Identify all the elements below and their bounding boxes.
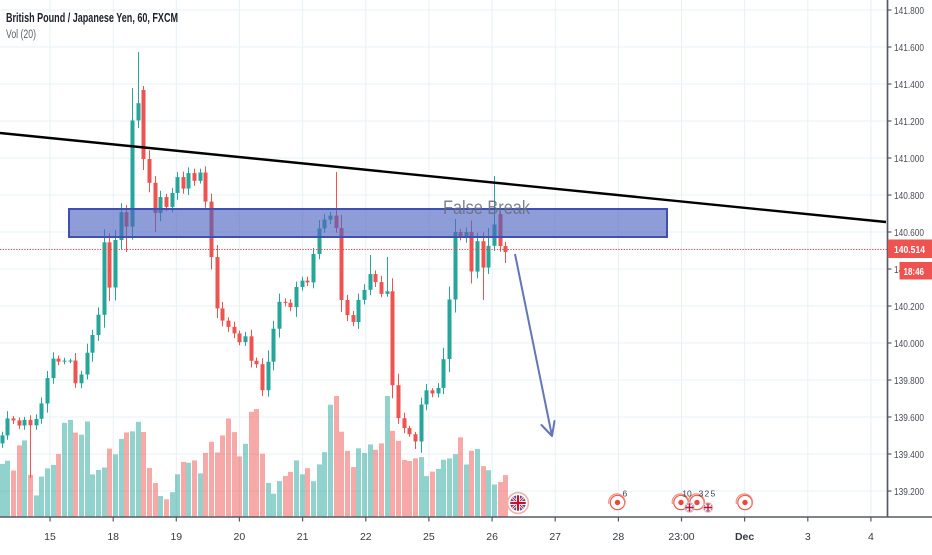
svg-text:18: 18 xyxy=(107,531,119,543)
svg-text:25: 25 xyxy=(423,531,435,543)
svg-text:141.000: 141.000 xyxy=(894,153,924,165)
svg-text:28: 28 xyxy=(613,531,625,543)
svg-text:Dec: Dec xyxy=(735,531,754,543)
svg-text:140.514: 140.514 xyxy=(894,244,925,256)
svg-text:18:46: 18:46 xyxy=(904,266,925,278)
svg-text:141.200: 141.200 xyxy=(894,116,924,128)
svg-text:20: 20 xyxy=(234,531,246,543)
svg-text:26: 26 xyxy=(486,531,498,543)
svg-text:3: 3 xyxy=(805,531,811,543)
svg-text:British Pound / Japanese Yen,: British Pound / Japanese Yen, 60, FXCM xyxy=(6,10,178,25)
svg-text:325: 325 xyxy=(699,489,717,499)
svg-text:4: 4 xyxy=(868,531,874,543)
svg-text:23:00: 23:00 xyxy=(668,531,694,543)
svg-text:27: 27 xyxy=(549,531,561,543)
svg-text:140.200: 140.200 xyxy=(894,301,924,313)
svg-text:6: 6 xyxy=(623,489,628,499)
svg-text:140.000: 140.000 xyxy=(894,338,924,350)
svg-text:10: 10 xyxy=(682,489,692,499)
svg-text:141.800: 141.800 xyxy=(894,5,924,17)
svg-text:22: 22 xyxy=(360,531,372,543)
svg-text:140.600: 140.600 xyxy=(894,227,924,239)
svg-text:141.400: 141.400 xyxy=(894,79,924,91)
svg-text:21: 21 xyxy=(297,531,309,543)
svg-text:Vol (20): Vol (20) xyxy=(6,29,36,41)
svg-text:140.800: 140.800 xyxy=(894,190,924,202)
svg-text:139.800: 139.800 xyxy=(894,375,924,387)
svg-text:139.600: 139.600 xyxy=(894,412,924,424)
svg-text:15: 15 xyxy=(44,531,56,543)
svg-text:19: 19 xyxy=(170,531,182,543)
svg-text:139.200: 139.200 xyxy=(894,486,924,498)
svg-text:False Break: False Break xyxy=(443,197,530,219)
svg-text:141.600: 141.600 xyxy=(894,42,924,54)
svg-text:139.400: 139.400 xyxy=(894,449,924,461)
